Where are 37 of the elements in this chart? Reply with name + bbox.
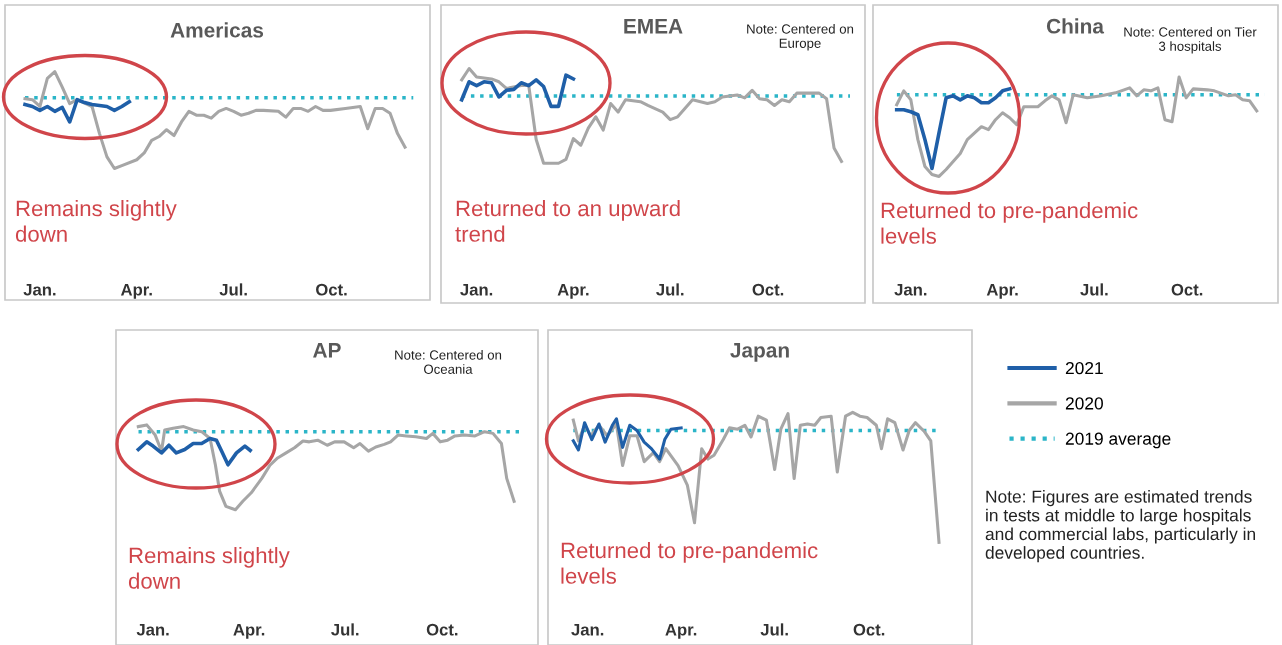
legend-label: 2020 [1065, 397, 1103, 410]
x-tick-label: Apr. [120, 283, 152, 299]
x-tick-label: Oct. [853, 623, 885, 636]
annotation: Returned to pre-pandemic levels [561, 542, 818, 584]
x-tick-label: Jan. [136, 623, 169, 636]
x-tick-label: Jul. [1080, 283, 1108, 296]
text: Remains slightly down [128, 547, 290, 589]
x-tick-label: Oct. [1171, 283, 1203, 296]
chart-title: China [1046, 18, 1105, 34]
x-tick-label: Jan. [23, 283, 56, 296]
x-tick-label: Jul. [656, 283, 684, 296]
chart-title: AP [313, 343, 341, 358]
text: Note: Centered on Oceania [395, 350, 502, 374]
x-tick-label: Jan. [894, 283, 927, 296]
x-tick-label: Oct. [426, 623, 458, 636]
legend-label: 2019 average [1065, 432, 1171, 449]
text: Returned to an upward trend [455, 200, 680, 242]
x-tick-label: Jan. [460, 283, 493, 296]
x-tick-label: Apr. [557, 283, 589, 299]
x-tick-label: Oct. [752, 283, 784, 296]
x-tick-label: Oct. [316, 283, 347, 296]
text: Note: Centered on Europe [747, 24, 854, 51]
x-tick-label: Jul. [331, 623, 359, 636]
legend-label: 2021 [1065, 361, 1103, 375]
x-tick-label: Apr. [665, 623, 697, 639]
chart-title: Americas [170, 22, 264, 38]
text: Returned to pre-pandemic levels [881, 202, 1138, 244]
chart-title: EMEA [624, 19, 683, 34]
x-tick-label: Jul. [219, 283, 247, 296]
x-tick-label: Apr. [233, 623, 265, 639]
text: Note: Figures are estimated trends in tests at middle to large hospitals and commercial labs, particularly in developed countries. [985, 490, 1256, 563]
chart-title: Japan [730, 343, 789, 362]
x-tick-label: Jul. [760, 623, 788, 636]
x-tick-label: Jan. [571, 623, 604, 636]
text: Remains slightly down [15, 200, 177, 242]
text: Note: Centered on Tier 3 hospitals [1124, 27, 1257, 54]
x-tick-label: Apr. [986, 283, 1018, 299]
